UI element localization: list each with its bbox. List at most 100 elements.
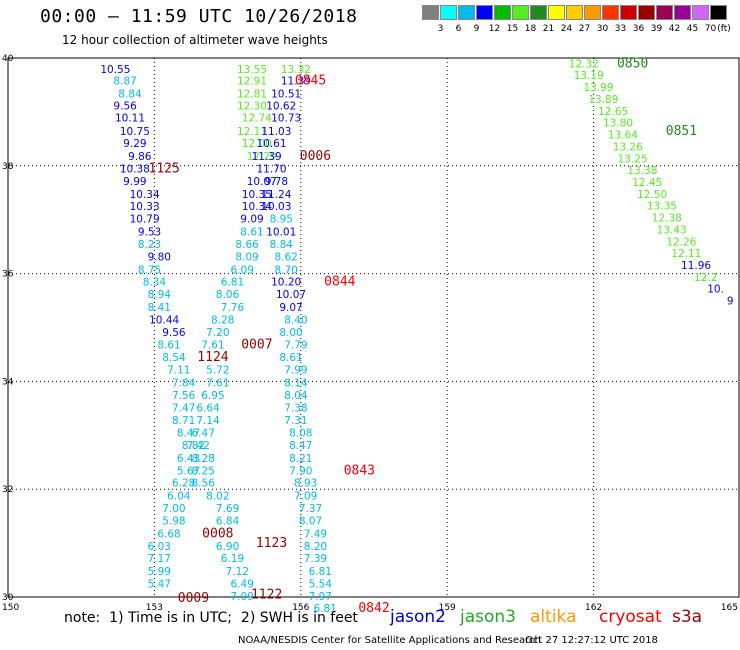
scale-label: 30 xyxy=(596,24,609,34)
satellite-cryosat: cryosat xyxy=(599,607,662,627)
wave-height-label: 10.01 xyxy=(266,227,296,239)
wave-height-label: 13.55 xyxy=(237,64,267,76)
scale-swatch xyxy=(692,5,709,20)
wave-height-label: 6.03 xyxy=(148,541,171,553)
wave-height-label: 6.49 xyxy=(231,579,254,591)
wave-height-label: 10.44 xyxy=(149,314,179,326)
wave-height-label: 8.40 xyxy=(284,314,307,326)
wave-height-label: 13.80 xyxy=(603,118,633,130)
wave-height-label: 7.20 xyxy=(206,327,229,339)
plot-frame xyxy=(7,57,740,598)
wave-height-label: 5.54 xyxy=(309,579,333,591)
scale-label: 21 xyxy=(542,24,555,34)
scale-swatch xyxy=(530,5,547,20)
wave-height-label: 11.24 xyxy=(261,189,291,201)
wave-height-label: 11.39 xyxy=(252,151,282,163)
scale-label: 12 xyxy=(488,24,501,34)
wave-height-label: 8.00 xyxy=(279,327,302,339)
wave-height-label: 10.35 xyxy=(242,189,272,201)
wave-height-label: 7.61 xyxy=(206,377,229,389)
wave-height-label: 7.14 xyxy=(196,415,220,427)
scale-swatch xyxy=(638,5,655,20)
wave-height-label: 11.39 xyxy=(281,76,311,88)
scale-label: 45 xyxy=(686,24,699,34)
wave-height-label: 10.62 xyxy=(266,100,296,112)
wave-height-label: 8.07 xyxy=(299,515,322,527)
scale-swatch xyxy=(566,5,583,20)
wave-height-label: 12.65 xyxy=(598,106,628,118)
lon-label: 156 xyxy=(292,603,309,613)
wave-height-label: 8.06 xyxy=(216,289,240,301)
scale-swatch xyxy=(440,5,457,20)
wave-height-label: 10.33 xyxy=(130,201,160,213)
wave-height-label: 8.25 xyxy=(192,465,215,477)
scale-swatch xyxy=(620,5,637,20)
scale-unit: (ft) xyxy=(717,24,731,34)
wave-height-label: 8.94 xyxy=(148,289,172,301)
wave-height-label: 8.75 xyxy=(138,264,161,276)
time-label: 0845 xyxy=(295,74,326,89)
wave-height-label: 7.97 xyxy=(309,591,332,603)
wave-height-label: 6.43 xyxy=(177,453,200,465)
wave-height-label: 7.37 xyxy=(299,503,322,515)
wave-height-label: 8.84 xyxy=(270,239,294,251)
time-label: 0009 xyxy=(178,591,209,606)
wave-height-label: 8.61 xyxy=(279,352,302,364)
wave-height-label: 7.79 xyxy=(284,340,307,352)
generated-timestamp: Oct 27 12:27:12 UTC 2018 xyxy=(525,635,658,646)
credit-line: NOAA/NESDIS Center for Satellite Applica… xyxy=(238,635,541,646)
wave-height-label: 13.26 xyxy=(613,141,643,153)
wave-height-label: 9.09 xyxy=(240,214,263,226)
wave-height-label: 7.38 xyxy=(284,402,307,414)
wave-height-label: 7.12 xyxy=(226,566,249,578)
wave-height-label: 10.38 xyxy=(120,163,150,175)
wave-height-label: 8.28 xyxy=(211,314,234,326)
scale-swatch xyxy=(476,5,493,20)
scale-label: 24 xyxy=(560,24,573,34)
scale-label: 18 xyxy=(524,24,537,34)
wave-height-label: 8.70 xyxy=(274,264,297,276)
wave-height-label: 6.81 xyxy=(221,277,244,289)
wave-height-label: 6.09 xyxy=(231,264,254,276)
wave-height-label: 8.21 xyxy=(289,453,312,465)
wave-height-label: 8.62 xyxy=(274,251,297,263)
scale-swatch xyxy=(512,5,529,20)
wave-height-label: 8.95 xyxy=(270,214,293,226)
wave-height-label: 7.47 xyxy=(172,402,195,414)
scale-swatch xyxy=(548,5,565,20)
scale-swatch xyxy=(656,5,673,20)
wave-height-label: 12.74 xyxy=(242,112,272,124)
wave-height-label: 7.84 xyxy=(172,377,196,389)
time-label: 1122 xyxy=(251,587,282,602)
wave-height-label: 7.11 xyxy=(167,365,190,377)
time-label: 0851 xyxy=(666,124,697,139)
wave-height-label: 9.86 xyxy=(128,151,152,163)
wave-height-label: 6.84 xyxy=(216,515,240,527)
wave-height-label: 10.51 xyxy=(271,89,301,101)
lat-label: 30 xyxy=(2,593,14,603)
wave-height-label: 13.89 xyxy=(588,94,618,106)
wave-height-label: 6.28 xyxy=(172,478,195,490)
wave-height-label: 13.99 xyxy=(583,82,613,94)
wave-height-label: 10.75 xyxy=(120,126,150,138)
wave-height-label: 8.04 xyxy=(284,390,308,402)
wave-height-label: 12.38 xyxy=(652,213,682,225)
satellite-jason3: jason3 xyxy=(460,607,516,627)
scale-label: 27 xyxy=(578,24,591,34)
wave-height-label: 10. xyxy=(707,284,724,296)
wave-height-label: 8.09 xyxy=(235,251,258,263)
wave-height-label: 10.07 xyxy=(247,176,277,188)
time-label: 0008 xyxy=(202,526,233,541)
lon-label: 150 xyxy=(2,603,19,613)
wave-height-label: 6.68 xyxy=(157,528,180,540)
wave-height-label: 7.00 xyxy=(162,503,185,515)
wave-height-label: 6.81 xyxy=(309,566,332,578)
lon-label: 162 xyxy=(585,603,602,613)
wave-height-label: 12.11 xyxy=(671,248,701,260)
scale-swatch xyxy=(494,5,511,20)
wave-height-label: 5.98 xyxy=(162,515,185,527)
wave-height-label: 9.56 xyxy=(162,327,186,339)
wave-height-label: 6.95 xyxy=(201,390,224,402)
wave-height-label: 13.64 xyxy=(608,130,638,142)
